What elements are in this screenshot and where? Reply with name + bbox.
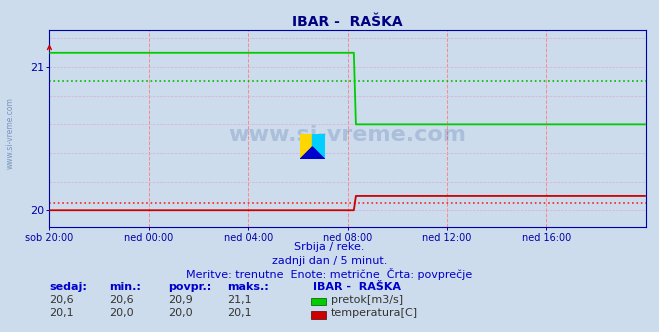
Text: sedaj:: sedaj: [49,282,87,291]
Text: 20,9: 20,9 [168,295,193,305]
Text: 20,6: 20,6 [109,295,133,305]
Polygon shape [300,147,325,159]
Text: www.si-vreme.com: www.si-vreme.com [229,124,467,144]
Text: zadnji dan / 5 minut.: zadnji dan / 5 minut. [272,256,387,266]
Text: 20,0: 20,0 [109,308,133,318]
Text: www.si-vreme.com: www.si-vreme.com [5,97,14,169]
Text: povpr.:: povpr.: [168,282,212,291]
Text: min.:: min.: [109,282,140,291]
Text: maks.:: maks.: [227,282,269,291]
Text: Srbija / reke.: Srbija / reke. [295,242,364,252]
Text: 21,1: 21,1 [227,295,252,305]
Text: 20,1: 20,1 [49,308,74,318]
Polygon shape [312,134,325,159]
Text: IBAR -  RAŠKA: IBAR - RAŠKA [313,282,401,291]
Text: 20,0: 20,0 [168,308,192,318]
Text: pretok[m3/s]: pretok[m3/s] [331,295,403,305]
Text: 20,6: 20,6 [49,295,74,305]
Text: 20,1: 20,1 [227,308,252,318]
Text: Meritve: trenutne  Enote: metrične  Črta: povprečje: Meritve: trenutne Enote: metrične Črta: … [186,268,473,280]
Title: IBAR -  RAŠKA: IBAR - RAŠKA [293,15,403,29]
Polygon shape [300,134,312,159]
Text: temperatura[C]: temperatura[C] [331,308,418,318]
